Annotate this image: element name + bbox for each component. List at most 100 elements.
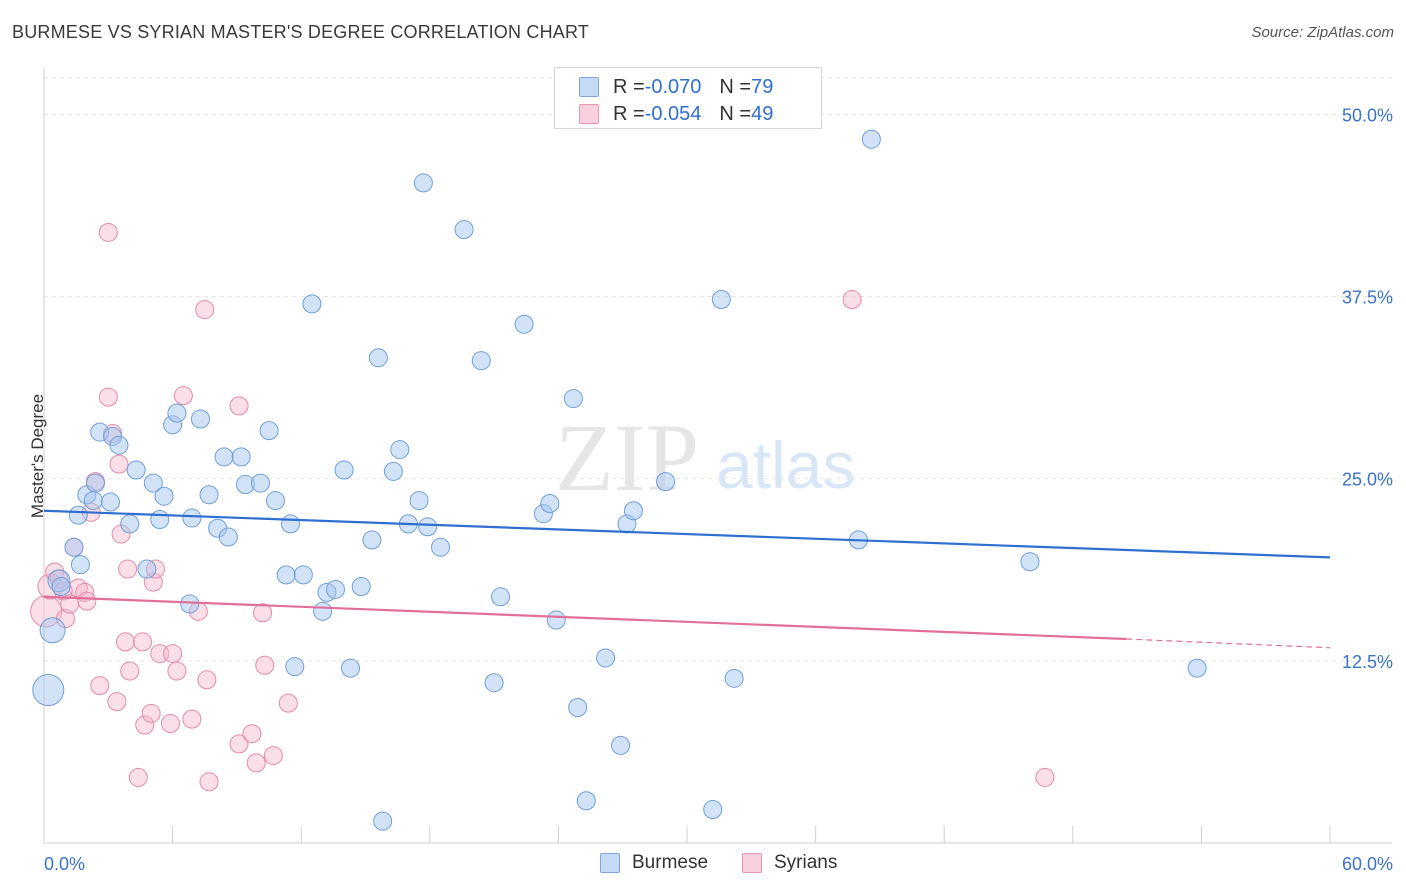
burmese-point <box>259 421 279 441</box>
burmese-point <box>180 594 200 614</box>
syrians-trend-line <box>43 595 1127 641</box>
axes <box>43 68 1392 844</box>
burmese-point <box>199 485 219 505</box>
syrians-point <box>199 772 219 792</box>
burmese-point <box>126 460 146 480</box>
burmese-point <box>514 314 534 334</box>
burmese-point <box>563 389 583 409</box>
syrians-trend-line-extrapolated <box>1126 638 1331 649</box>
burmese-point <box>137 559 157 579</box>
syrians-point <box>135 715 155 735</box>
syrians-point <box>197 670 217 690</box>
burmese-point <box>39 617 66 644</box>
burmese-point <box>390 440 410 460</box>
burmese-point <box>334 460 354 480</box>
bottom-swatch-syrians <box>742 853 762 873</box>
syrians-point <box>182 709 202 729</box>
chart-title: BURMESE VS SYRIAN MASTER'S DEGREE CORREL… <box>12 22 590 42</box>
stats-legend: R = -0.070 N = 79 R = -0.054 N = 49 <box>554 67 822 129</box>
syrians-point <box>229 396 249 416</box>
burmese-trend-line <box>43 509 1331 559</box>
syrians-point <box>195 300 215 320</box>
y-tick-label: 50.0% <box>1342 105 1393 125</box>
syrians-point <box>229 734 249 754</box>
burmese-point <box>120 514 140 534</box>
legend-n-label: N = <box>719 102 752 125</box>
burmese-point <box>51 577 71 597</box>
syrians-point <box>253 603 273 623</box>
burmese-point <box>154 486 174 506</box>
syrians-point <box>163 644 183 664</box>
burmese-point <box>231 447 251 467</box>
syrians-point <box>133 632 153 652</box>
source-label: Source: ZipAtlas.com <box>1251 24 1394 41</box>
burmese-point <box>351 577 371 597</box>
legend-row-syrians: R = -0.054 N = 49 <box>555 102 773 126</box>
syrians-point <box>1035 767 1055 787</box>
burmese-point <box>182 508 202 528</box>
legend-r-label: R = <box>613 102 645 125</box>
burmese-point <box>431 537 451 557</box>
legend-swatch-syrians <box>579 104 599 124</box>
syrians-point <box>842 289 862 309</box>
burmese-point <box>623 501 643 521</box>
burmese-point <box>302 294 322 314</box>
trend-lines <box>43 509 1331 649</box>
syrians-point <box>98 387 118 407</box>
burmese-point <box>313 601 333 621</box>
legend-n-value: 79 <box>751 75 774 98</box>
burmese-point <box>250 473 270 493</box>
legend-r-value: -0.070 <box>644 75 702 98</box>
syrians-point <box>118 559 138 579</box>
y-tick-label: 25.0% <box>1342 470 1393 490</box>
burmese-point <box>409 491 429 511</box>
burmese-point <box>265 491 285 511</box>
burmese-point <box>724 668 744 688</box>
bottom-legend-burmese: Burmese <box>600 852 708 874</box>
burmese-point <box>70 555 90 575</box>
x-tick-label-min: 0.0% <box>44 854 85 874</box>
syrians-point <box>120 661 140 681</box>
burmese-point <box>340 658 360 678</box>
watermark-zip: ZIP <box>555 404 699 511</box>
syrians-point <box>263 746 283 766</box>
syrians-point <box>246 753 266 773</box>
burmese-point <box>383 461 403 481</box>
burmese-point <box>491 587 511 607</box>
syrians-point <box>128 767 148 787</box>
burmese-point <box>546 610 566 630</box>
burmese-point <box>100 492 120 512</box>
burmese-point <box>656 472 676 492</box>
burmese-point <box>143 473 163 493</box>
legend-n-value: 49 <box>751 102 774 125</box>
legend-r-value: -0.054 <box>644 102 702 125</box>
syrians-point <box>107 692 127 712</box>
burmese-point <box>596 648 616 668</box>
bottom-legend-label-burmese: Burmese <box>632 852 709 873</box>
burmese-point <box>293 565 313 585</box>
burmese-point <box>568 697 588 717</box>
burmese-point <box>276 565 296 585</box>
burmese-point <box>484 673 504 693</box>
burmese-point <box>85 473 105 493</box>
burmese-point <box>167 403 187 423</box>
syrians-point <box>173 386 193 406</box>
syrians-point <box>77 591 97 611</box>
burmese-point <box>218 527 238 547</box>
burmese-point <box>373 811 393 831</box>
burmese-point <box>362 530 382 550</box>
burmese-point <box>576 791 596 811</box>
burmese-point <box>285 657 305 677</box>
bottom-legend-label-syrians: Syrians <box>774 852 838 873</box>
bottom-legend-syrians: Syrians <box>742 852 837 874</box>
burmese-point <box>109 435 129 455</box>
burmese-point <box>32 674 65 706</box>
burmese-point <box>368 348 388 368</box>
syrians-point <box>278 693 298 713</box>
burmese-point <box>64 537 84 557</box>
legend-n-label: N = <box>719 75 752 98</box>
burmese-point <box>861 129 881 149</box>
syrians-point <box>255 655 275 675</box>
burmese-point <box>280 514 300 534</box>
